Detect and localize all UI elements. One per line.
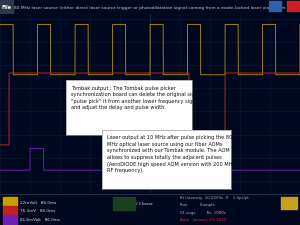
Bar: [0, 0, 13, 15]
Bar: [268, 2, 281, 12]
Text: / Clover: / Clover: [136, 202, 153, 206]
Text: 80 MHz laser source (either direct laser source trigger or photodilatation signa: 80 MHz laser source (either direct laser…: [14, 6, 300, 10]
Bar: [3, 215, 16, 224]
Bar: [3, 206, 16, 215]
Text: Rt Intensity  10.0000s  IT   1.0ps/pt: Rt Intensity 10.0000s IT 1.0ps/pt: [180, 195, 249, 199]
Text: File: File: [2, 5, 11, 10]
Bar: [280, 198, 297, 209]
Text: Tombak output : The Tombak pulse picker
synchronization board can delete the ori: Tombak output : The Tombak pulse picker …: [71, 85, 209, 110]
Text: Auto   January 10, 2022: Auto January 10, 2022: [180, 217, 226, 221]
Text: Run          Sample: Run Sample: [180, 202, 215, 207]
Text: 81.6mVolt   86.0ms: 81.6mVolt 86.0ms: [20, 217, 59, 221]
Text: 22mVolt   86.0ms: 22mVolt 86.0ms: [20, 200, 56, 204]
Text: 76.3mV   86.0ms: 76.3mV 86.0ms: [20, 209, 55, 212]
Text: 01 avgs         Rs: 1000s: 01 avgs Rs: 1000s: [180, 210, 226, 214]
Bar: [112, 197, 135, 210]
Bar: [3, 197, 16, 205]
Bar: [286, 2, 299, 12]
Text: Laser output at 10 MHz after pulse picking the 80
MHz optical laser source using: Laser output at 10 MHz after pulse picki…: [107, 135, 235, 172]
